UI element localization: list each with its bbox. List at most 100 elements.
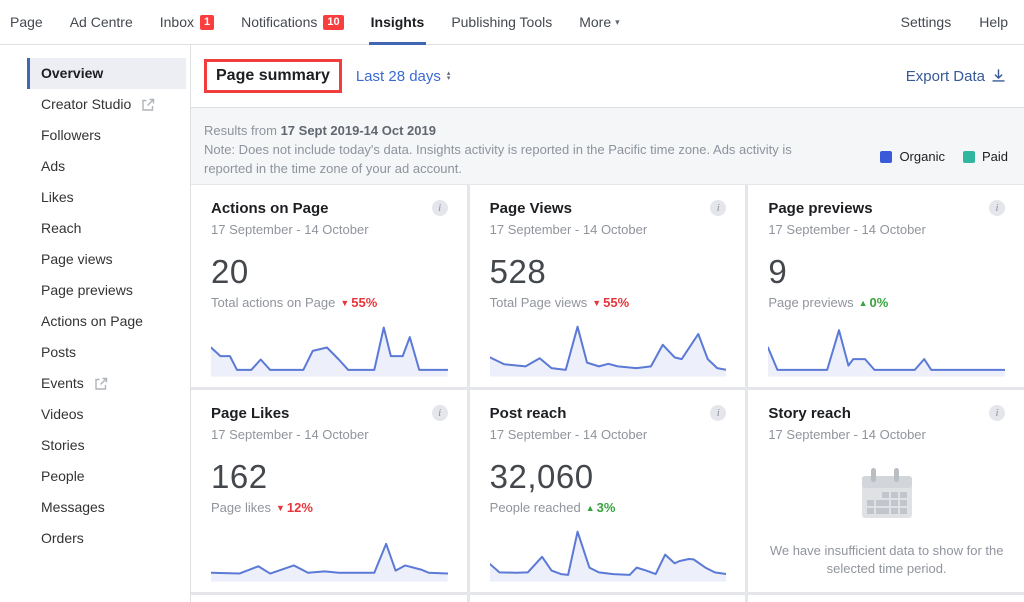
empty-state: We have insufficient data to show for th… bbox=[768, 468, 1005, 578]
card-date-range: 17 September - 14 October bbox=[489, 222, 648, 237]
sidebar-item-posts[interactable]: Posts bbox=[27, 337, 186, 368]
results-notice-text: Results from 17 Sept 2019-14 Oct 2019 No… bbox=[204, 123, 792, 176]
sidebar-item-label: Overview bbox=[41, 65, 104, 81]
card-partial bbox=[191, 595, 467, 602]
card-page-likes[interactable]: Page Likes 17 September - 14 October i 1… bbox=[191, 390, 467, 592]
card-title: Page Likes bbox=[211, 405, 290, 422]
sparkline-chart bbox=[211, 529, 448, 582]
nav-item-inbox[interactable]: Inbox 1 bbox=[160, 0, 215, 45]
card-story-reach[interactable]: Story reach 17 September - 14 October i bbox=[748, 390, 1024, 592]
info-icon[interactable]: i bbox=[710, 405, 727, 421]
results-note: Note: Does not include today's data. Ins… bbox=[204, 142, 792, 176]
metric-value: 528 bbox=[489, 253, 547, 290]
sidebar-item-overview[interactable]: Overview bbox=[27, 58, 186, 89]
sidebar-item-label: Events bbox=[41, 375, 84, 391]
sidebar-item-label: Messages bbox=[41, 499, 105, 515]
external-link-icon bbox=[95, 377, 108, 390]
sidebar-item-stories[interactable]: Stories bbox=[27, 430, 186, 461]
nav-item-insights[interactable]: Insights bbox=[368, 0, 426, 45]
page-summary-bar: Page summary Last 28 days ▴ ▾ Export Data bbox=[191, 45, 1024, 108]
sidebar-item-label: Actions on Page bbox=[41, 313, 143, 329]
triangle-up-icon: ▲ bbox=[585, 502, 595, 513]
date-range-label: Last 28 days bbox=[355, 67, 441, 85]
sidebar-item-label: Likes bbox=[41, 189, 74, 205]
sidebar-item-likes[interactable]: Likes bbox=[27, 182, 186, 213]
nav-item-notifications[interactable]: Notifications 10 bbox=[241, 0, 344, 45]
chart-legend: Organic Paid bbox=[880, 121, 1008, 184]
legend-organic-label: Organic bbox=[899, 149, 945, 164]
delta-badge: ▲ 0% bbox=[858, 295, 889, 310]
card-date-range: 17 September - 14 October bbox=[489, 427, 648, 442]
organic-swatch-icon bbox=[880, 150, 893, 163]
paid-swatch-icon bbox=[962, 150, 975, 163]
metric-label: Total actions on Page ▼ 55% bbox=[211, 295, 378, 310]
nav-item-help[interactable]: Help bbox=[979, 0, 1008, 45]
sidebar-item-label: Orders bbox=[41, 530, 84, 546]
info-icon[interactable]: i bbox=[988, 405, 1005, 421]
info-icon[interactable]: i bbox=[431, 405, 448, 421]
metric-label: Page previews ▲ 0% bbox=[768, 295, 889, 310]
sidebar-item-messages[interactable]: Messages bbox=[27, 492, 186, 523]
nav-label: Ad Centre bbox=[69, 14, 133, 30]
sidebar-item-label: People bbox=[41, 468, 85, 484]
sidebar-item-creator-studio[interactable]: Creator Studio bbox=[27, 89, 186, 120]
nav-right-group: Settings Help bbox=[901, 0, 1008, 45]
sidebar-item-label: Videos bbox=[41, 406, 84, 422]
nav-item-publishing-tools[interactable]: Publishing Tools bbox=[451, 0, 552, 45]
sidebar-item-label: Page previews bbox=[41, 282, 133, 298]
nav-item-page[interactable]: Page bbox=[10, 0, 43, 45]
sidebar-item-page-views[interactable]: Page views bbox=[27, 244, 186, 275]
card-title: Story reach bbox=[768, 405, 851, 422]
metric-label: Total Page views ▼ 55% bbox=[489, 295, 630, 310]
sidebar-item-followers[interactable]: Followers bbox=[27, 120, 186, 151]
card-page-previews[interactable]: Page previews 17 September - 14 October … bbox=[748, 185, 1024, 387]
sidebar-item-label: Reach bbox=[41, 220, 82, 236]
nav-item-ad-centre[interactable]: Ad Centre bbox=[70, 0, 133, 45]
info-icon[interactable]: i bbox=[710, 200, 727, 216]
card-post-reach[interactable]: Post reach 17 September - 14 October i 3… bbox=[469, 390, 746, 592]
sidebar-item-reach[interactable]: Reach bbox=[27, 213, 186, 244]
sidebar-item-actions-on-page[interactable]: Actions on Page bbox=[27, 306, 186, 337]
export-data-button[interactable]: Export Data bbox=[906, 68, 1006, 85]
notifications-count-badge: 10 bbox=[323, 14, 344, 30]
sidebar-item-page-previews[interactable]: Page previews bbox=[27, 275, 186, 306]
card-page-views[interactable]: Page Views 17 September - 14 October i 5… bbox=[469, 185, 746, 387]
card-date-range: 17 September - 14 October bbox=[768, 427, 926, 442]
delta-badge: ▼ 12% bbox=[275, 500, 313, 515]
calendar-icon bbox=[861, 468, 912, 518]
sidebar-item-label: Stories bbox=[41, 437, 85, 453]
nav-item-settings[interactable]: Settings bbox=[901, 0, 952, 45]
delta-badge: ▲ 3% bbox=[585, 500, 616, 515]
card-date-range: 17 September - 14 October bbox=[211, 427, 369, 442]
nav-label: Publishing Tools bbox=[451, 14, 553, 30]
sparkline-chart bbox=[489, 529, 727, 582]
chevron-down-icon: ▾ bbox=[615, 16, 620, 27]
metric-value: 9 bbox=[768, 253, 788, 290]
nav-item-more[interactable]: More ▾ bbox=[579, 0, 619, 45]
triangle-up-icon: ▲ bbox=[858, 297, 868, 308]
legend-paid: Paid bbox=[962, 129, 1008, 184]
sidebar-item-orders[interactable]: Orders bbox=[27, 523, 186, 554]
sparkline-chart bbox=[211, 324, 448, 377]
info-icon[interactable]: i bbox=[988, 200, 1005, 216]
metric-label: Page likes ▼ 12% bbox=[211, 500, 313, 515]
sidebar-item-videos[interactable]: Videos bbox=[27, 399, 186, 430]
nav-label: Help bbox=[979, 14, 1008, 30]
card-partial bbox=[748, 595, 1024, 602]
card-title: Page previews bbox=[768, 200, 873, 217]
sidebar-item-ads[interactable]: Ads bbox=[27, 151, 186, 182]
card-actions-on-page[interactable]: Actions on Page 17 September - 14 Octobe… bbox=[191, 185, 467, 387]
sparkline-chart bbox=[489, 324, 727, 377]
page-title: Page summary bbox=[216, 67, 330, 84]
download-icon bbox=[992, 69, 1005, 82]
sidebar-item-people[interactable]: People bbox=[27, 461, 186, 492]
sidebar-item-events[interactable]: Events bbox=[27, 368, 186, 399]
sidebar-item-label: Ads bbox=[41, 158, 66, 174]
sort-caret-icon: ▴ ▾ bbox=[446, 70, 451, 82]
sparkline-chart bbox=[768, 324, 1005, 377]
date-range-select[interactable]: Last 28 days ▴ ▾ bbox=[356, 68, 451, 85]
card-date-range: 17 September - 14 October bbox=[211, 222, 369, 237]
info-icon[interactable]: i bbox=[431, 200, 448, 216]
nav-label: Insights bbox=[370, 14, 425, 30]
nav-left-group: Page Ad Centre Inbox 1 Notifications 10 … bbox=[10, 0, 620, 45]
